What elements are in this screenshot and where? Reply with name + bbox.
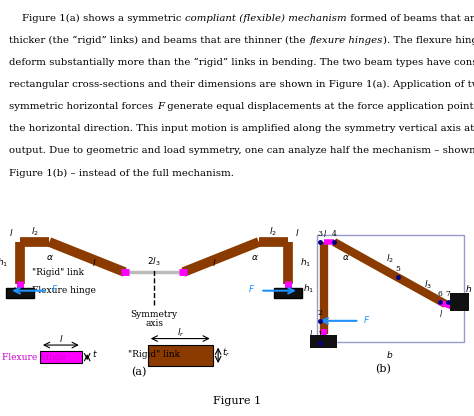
Text: "Rigid" link: "Rigid" link [32, 268, 84, 277]
Text: $l$: $l$ [12, 285, 16, 296]
Text: Symmetry: Symmetry [130, 310, 178, 319]
Text: formed of beams that are: formed of beams that are [347, 14, 474, 23]
Text: Flexure hinge: Flexure hinge [1, 353, 65, 362]
Text: F: F [157, 102, 164, 111]
Text: $l_3$: $l_3$ [425, 279, 432, 291]
Text: ). The flexure hinges: ). The flexure hinges [383, 36, 474, 45]
Text: $l_2$: $l_2$ [386, 252, 393, 265]
Bar [310, 335, 337, 348]
Text: $2l_3$: $2l_3$ [147, 255, 161, 268]
Text: thicker (the “rigid” links) and beams that are thinner (the: thicker (the “rigid” links) and beams th… [9, 36, 309, 45]
Bar [317, 235, 464, 342]
Text: Figure 1: Figure 1 [213, 396, 261, 406]
FancyBboxPatch shape [274, 288, 302, 298]
Text: rectangular cross-sections and their dimensions are shown in Figure 1(a). Applic: rectangular cross-sections and their dim… [9, 80, 474, 89]
Text: $l_2$: $l_2$ [269, 225, 277, 238]
Text: $\alpha$: $\alpha$ [251, 253, 259, 262]
Text: 1: 1 [317, 331, 322, 339]
Text: $l_r$: $l_r$ [176, 327, 184, 339]
Text: $l$: $l$ [439, 308, 443, 319]
Text: $h$: $h$ [465, 283, 473, 294]
FancyBboxPatch shape [6, 288, 34, 298]
Text: 3: 3 [317, 230, 322, 238]
Text: $F$: $F$ [363, 314, 370, 325]
Text: $h_1$: $h_1$ [303, 282, 314, 295]
Text: "Rigid" link: "Rigid" link [128, 350, 180, 359]
Text: $t$: $t$ [91, 348, 97, 359]
Text: $F$: $F$ [51, 283, 58, 294]
Bar [148, 345, 212, 366]
Bar [40, 351, 82, 363]
Text: $l$: $l$ [310, 328, 313, 339]
Text: (b): (b) [375, 364, 391, 374]
Text: axis: axis [145, 319, 163, 328]
Text: output. Due to geometric and load symmetry, one can analyze half the mechanism –: output. Due to geometric and load symmet… [9, 146, 474, 156]
Text: $\alpha$: $\alpha$ [46, 253, 54, 262]
Text: $b$: $b$ [386, 349, 393, 360]
Text: Flexure hinge: Flexure hinge [32, 286, 96, 295]
Text: $t_r$: $t_r$ [222, 347, 231, 359]
Text: 2: 2 [317, 309, 322, 317]
Text: Figure 1(b) – instead of the full mechanism.: Figure 1(b) – instead of the full mechan… [9, 168, 235, 178]
Text: 5: 5 [396, 265, 401, 273]
Text: Figure 1(a) shows a symmetric: Figure 1(a) shows a symmetric [9, 14, 185, 23]
Text: $l_2$: $l_2$ [31, 225, 39, 238]
Text: $\alpha$: $\alpha$ [342, 253, 350, 262]
Bar [450, 293, 469, 311]
Text: $l$: $l$ [212, 257, 216, 268]
Text: $h_1$: $h_1$ [0, 257, 8, 269]
Text: deform substantially more than the “rigid” links in bending. The two beam types : deform substantially more than the “rigi… [9, 58, 474, 67]
Text: $F$: $F$ [248, 283, 256, 294]
Text: (a): (a) [131, 367, 146, 377]
Text: 6: 6 [437, 290, 442, 298]
Text: symmetric horizontal forces: symmetric horizontal forces [9, 102, 157, 111]
Text: 4: 4 [332, 230, 337, 238]
Text: $l$: $l$ [295, 227, 300, 238]
Text: 7: 7 [445, 290, 450, 298]
Text: flexure hinges: flexure hinges [309, 36, 383, 45]
Text: the horizontal direction. This input motion is amplified along the symmetry vert: the horizontal direction. This input mot… [9, 124, 474, 134]
Text: $l$: $l$ [323, 228, 327, 239]
Text: $l$: $l$ [59, 333, 63, 344]
Text: generate equal displacements at the force application points along: generate equal displacements at the forc… [164, 102, 474, 111]
Text: compliant (flexible) mechanism: compliant (flexible) mechanism [185, 14, 347, 23]
Text: $l$: $l$ [92, 257, 96, 268]
Text: $l$: $l$ [9, 227, 13, 238]
Text: $h_1$: $h_1$ [300, 257, 311, 269]
